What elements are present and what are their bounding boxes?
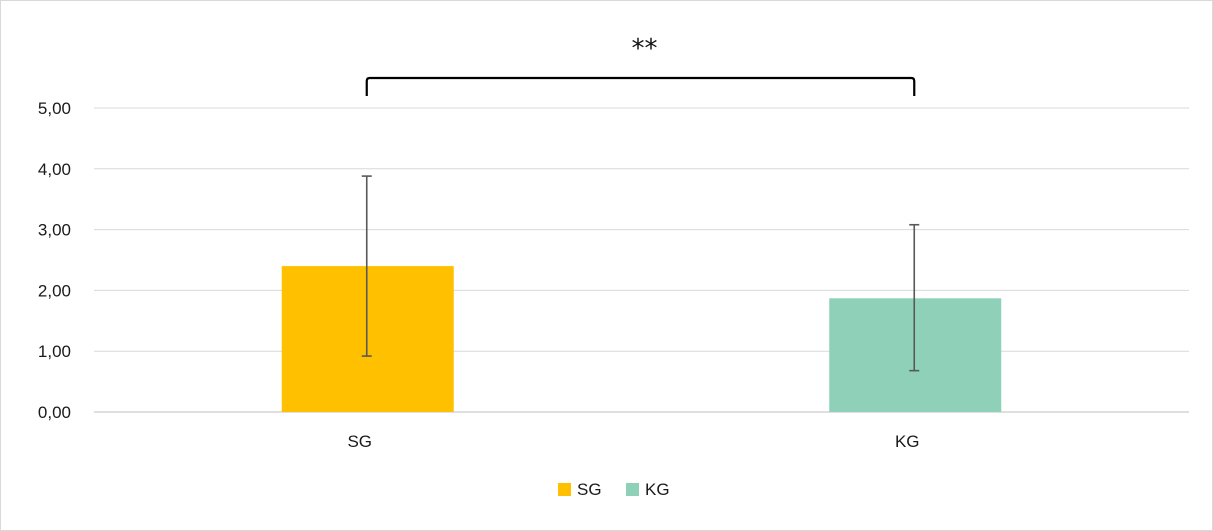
bar-sg xyxy=(281,266,454,412)
legend-label: SG xyxy=(577,480,602,499)
y-tick-label: 0,00 xyxy=(38,403,71,422)
legend-swatch xyxy=(558,483,571,496)
significance-label: ** xyxy=(632,34,658,64)
x-tick-label: SG xyxy=(347,432,372,451)
x-axis: SG KG xyxy=(347,432,919,451)
y-tick-label: 1,00 xyxy=(38,342,71,361)
legend: SG KG xyxy=(558,480,670,499)
y-tick-label: 3,00 xyxy=(38,221,71,240)
x-tick-label: KG xyxy=(895,432,920,451)
error-bars xyxy=(361,175,920,372)
y-tick-label: 2,00 xyxy=(38,281,71,300)
legend-label: KG xyxy=(645,480,670,499)
significance-bracket-line xyxy=(365,76,916,96)
y-tick-label: 4,00 xyxy=(38,160,71,179)
y-tick-label: 5,00 xyxy=(38,99,71,118)
significance-bracket: ** xyxy=(365,34,916,96)
gridlines xyxy=(94,107,1189,413)
bar-kg xyxy=(829,298,1002,412)
y-axis: 0,00 1,00 2,00 3,00 4,00 5,00 xyxy=(38,99,71,422)
legend-swatch xyxy=(626,483,639,496)
bars xyxy=(281,266,1002,412)
